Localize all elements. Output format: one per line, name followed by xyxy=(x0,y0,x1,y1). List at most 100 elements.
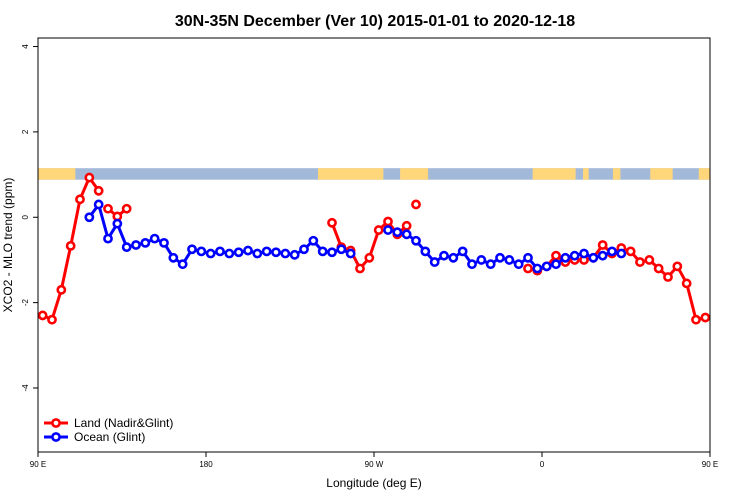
land-strip-segment xyxy=(583,168,589,180)
data-point xyxy=(224,248,235,259)
land-strip-segment xyxy=(318,168,384,180)
land-strip-segment xyxy=(38,168,76,180)
data-point xyxy=(495,252,505,263)
data-point xyxy=(364,252,375,263)
data-point xyxy=(551,259,561,270)
data-point xyxy=(420,246,431,257)
data-point xyxy=(327,217,337,228)
data-point xyxy=(168,252,179,263)
data-point xyxy=(84,172,95,183)
data-point xyxy=(411,199,421,210)
data-point xyxy=(429,257,440,267)
data-point xyxy=(739,242,746,249)
land-strip-segment xyxy=(650,168,673,180)
x-axis: 90 E 180 90 W 0 90 E xyxy=(30,452,718,469)
data-point xyxy=(345,248,356,259)
data-point xyxy=(289,249,300,260)
data-point xyxy=(644,255,655,265)
y-axis-label: XCO2 - MLO trend (ppm) xyxy=(1,178,15,313)
data-point xyxy=(205,248,216,259)
data-point xyxy=(401,220,412,231)
data-point xyxy=(653,263,664,274)
data-point xyxy=(299,244,309,255)
data-point xyxy=(635,257,645,267)
y-tick-label: 0 xyxy=(21,214,30,219)
data-point xyxy=(131,240,141,250)
y-axis: 4 2 0 -2 -4 xyxy=(21,44,38,392)
data-point xyxy=(541,261,552,272)
x-tick-label: 180 xyxy=(199,460,213,469)
data-point xyxy=(588,252,599,263)
legend-entry: Ocean (Glint) xyxy=(74,430,145,444)
data-point xyxy=(187,244,197,255)
data-point xyxy=(93,185,104,196)
data-point xyxy=(597,240,608,250)
data-point xyxy=(720,316,727,323)
data-point xyxy=(317,246,328,257)
data-point xyxy=(625,246,636,257)
data-point xyxy=(383,225,393,235)
data-point xyxy=(121,203,132,214)
data-point xyxy=(691,314,701,325)
data-point xyxy=(308,235,319,246)
data-point xyxy=(439,250,449,261)
data-point xyxy=(38,310,48,321)
data-point xyxy=(448,252,459,263)
x-tick-label: 90 E xyxy=(30,460,46,469)
y-tick-label: 4 xyxy=(21,44,30,49)
data-point xyxy=(569,250,580,261)
data-point xyxy=(65,240,76,251)
series-land xyxy=(38,172,750,325)
legend: Land (Nadir&Glint)Ocean (Glint) xyxy=(44,416,173,444)
data-point xyxy=(215,246,225,257)
data-point xyxy=(485,259,496,270)
data-point xyxy=(597,250,608,261)
x-axis-label: Longitude (deg E) xyxy=(326,476,421,490)
data-point xyxy=(93,199,104,210)
data-point xyxy=(709,313,710,317)
data-point xyxy=(47,314,57,325)
data-point xyxy=(373,225,384,235)
data-point xyxy=(663,272,673,282)
land-ocean-mask xyxy=(38,168,710,180)
legend-marker xyxy=(51,432,61,442)
data-point xyxy=(280,248,291,259)
data-point xyxy=(551,250,561,261)
land-strip-segment xyxy=(532,168,576,180)
data-point xyxy=(411,235,421,246)
y-tick-label: 2 xyxy=(21,129,30,134)
land-strip-segment xyxy=(612,168,621,180)
legend-entry: Land (Nadir&Glint) xyxy=(74,416,173,430)
data-point xyxy=(271,247,281,258)
y-tick-label: -2 xyxy=(21,299,30,307)
data-point xyxy=(672,261,683,272)
data-point xyxy=(75,194,85,205)
data-point xyxy=(355,263,365,274)
data-point xyxy=(513,259,524,270)
data-point xyxy=(560,252,571,263)
data-point xyxy=(476,255,487,265)
data-point xyxy=(84,212,95,223)
series-line xyxy=(715,178,750,320)
data-point xyxy=(327,247,337,258)
data-point xyxy=(579,248,589,259)
legend-marker xyxy=(51,418,61,428)
data-point xyxy=(607,246,617,257)
data-point xyxy=(532,263,543,274)
land-strip-segment xyxy=(400,168,429,180)
data-point xyxy=(392,227,403,238)
data-point xyxy=(504,255,515,265)
data-point xyxy=(457,246,468,257)
data-point xyxy=(243,245,253,256)
data-point xyxy=(336,244,347,255)
data-point xyxy=(523,252,533,263)
data-point xyxy=(730,286,737,293)
x-tick-label: 90 W xyxy=(365,460,384,469)
x-tick-label: 90 E xyxy=(702,460,718,469)
data-point xyxy=(681,278,692,289)
series-layer xyxy=(38,172,750,325)
data-point xyxy=(616,248,627,259)
data-point xyxy=(252,248,263,259)
data-point xyxy=(103,203,113,214)
